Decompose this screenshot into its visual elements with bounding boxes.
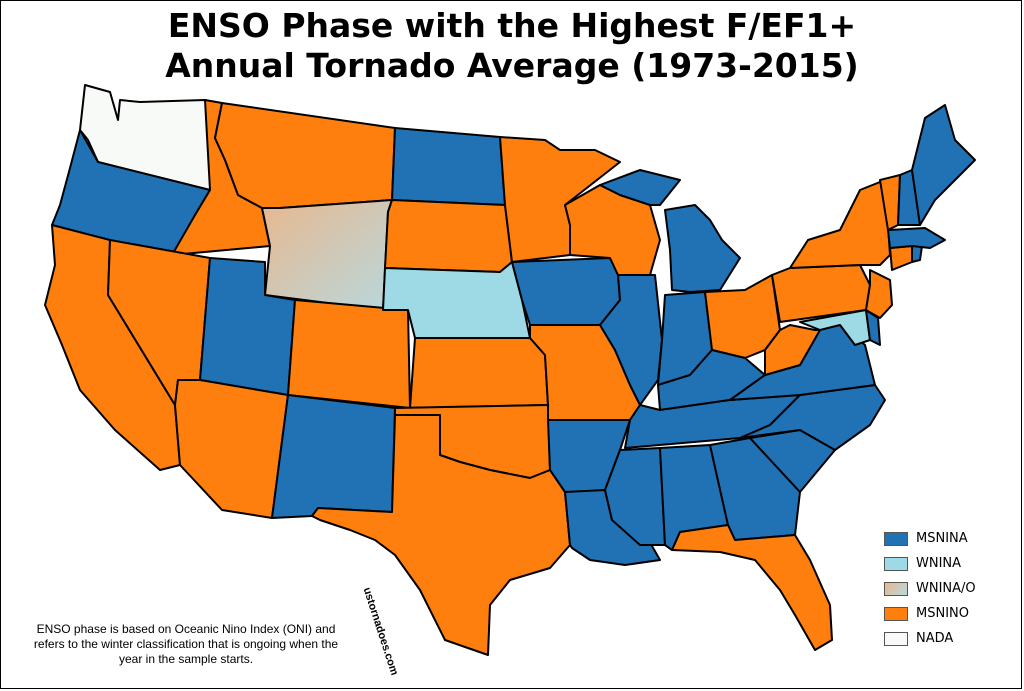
state-co (287, 299, 411, 409)
state-nd (391, 127, 506, 206)
state-ia (511, 257, 621, 326)
legend-swatch (884, 556, 908, 571)
legend-swatch (884, 631, 908, 646)
legend: MSNINA WNINA WNINA/O MSNINO NADA (884, 527, 1004, 652)
legend-label: WNINA/O (916, 581, 976, 596)
state-tx (311, 414, 571, 656)
state-fl (671, 524, 833, 651)
state-mt (214, 102, 396, 209)
state-ri (911, 245, 923, 263)
footnote: ENSO phase is based on Oceanic Nino Inde… (33, 622, 339, 666)
legend-swatch (884, 531, 908, 546)
state-az (174, 379, 289, 519)
state-mi-lower (664, 204, 741, 293)
state-mi (599, 169, 681, 206)
legend-item: WNINA/O (884, 577, 1004, 600)
title-line-2: Annual Tornado Average (1973-2015) (165, 46, 859, 85)
state-ma (887, 227, 946, 249)
map-title: ENSO Phase with the Highest F/EF1+ Annua… (0, 6, 1024, 86)
state-sd (384, 199, 513, 273)
title-line-1: ENSO Phase with the Highest F/EF1+ (167, 6, 857, 45)
state-me (911, 104, 976, 226)
state-ks (409, 337, 549, 409)
legend-swatch (884, 606, 908, 621)
state-nm (271, 394, 396, 519)
legend-label: NADA (916, 631, 954, 646)
state-ny (789, 179, 891, 269)
state-nj (865, 269, 893, 319)
state-wy (261, 199, 393, 311)
state-nc (739, 384, 886, 451)
legend-item: WNINA (884, 552, 1004, 575)
state-ct (889, 245, 913, 271)
legend-item: MSNINO (884, 602, 1004, 625)
legend-item: MSNINA (884, 527, 1004, 550)
legend-label: MSNINO (916, 606, 969, 621)
legend-swatch (884, 581, 908, 596)
legend-label: MSNINA (916, 531, 968, 546)
state-il (599, 274, 663, 406)
legend-item: NADA (884, 627, 1004, 650)
legend-label: WNINA (916, 556, 962, 571)
